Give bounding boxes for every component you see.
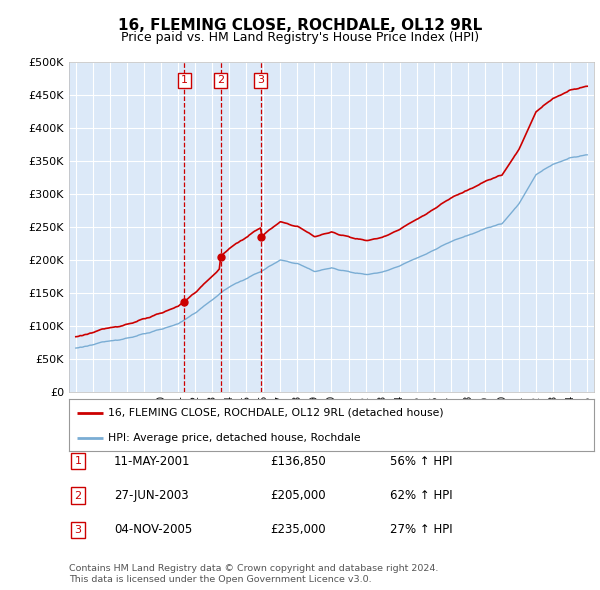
Text: 3: 3 xyxy=(74,525,82,535)
Text: £136,850: £136,850 xyxy=(270,455,326,468)
Text: 04-NOV-2005: 04-NOV-2005 xyxy=(114,523,192,536)
Text: This data is licensed under the Open Government Licence v3.0.: This data is licensed under the Open Gov… xyxy=(69,575,371,584)
Text: 27-JUN-2003: 27-JUN-2003 xyxy=(114,489,188,502)
Text: Price paid vs. HM Land Registry's House Price Index (HPI): Price paid vs. HM Land Registry's House … xyxy=(121,31,479,44)
Text: HPI: Average price, detached house, Rochdale: HPI: Average price, detached house, Roch… xyxy=(109,433,361,443)
Text: £235,000: £235,000 xyxy=(270,523,326,536)
Text: Contains HM Land Registry data © Crown copyright and database right 2024.: Contains HM Land Registry data © Crown c… xyxy=(69,565,439,573)
Text: 2: 2 xyxy=(74,491,82,500)
Text: 3: 3 xyxy=(257,76,264,86)
Text: 27% ↑ HPI: 27% ↑ HPI xyxy=(390,523,452,536)
Text: 16, FLEMING CLOSE, ROCHDALE, OL12 9RL (detached house): 16, FLEMING CLOSE, ROCHDALE, OL12 9RL (d… xyxy=(109,408,444,418)
Text: 1: 1 xyxy=(74,457,82,466)
Text: 56% ↑ HPI: 56% ↑ HPI xyxy=(390,455,452,468)
Text: 16, FLEMING CLOSE, ROCHDALE, OL12 9RL: 16, FLEMING CLOSE, ROCHDALE, OL12 9RL xyxy=(118,18,482,32)
Text: £205,000: £205,000 xyxy=(270,489,326,502)
Text: 1: 1 xyxy=(181,76,188,86)
Text: 11-MAY-2001: 11-MAY-2001 xyxy=(114,455,191,468)
Text: 2: 2 xyxy=(217,76,224,86)
Text: 62% ↑ HPI: 62% ↑ HPI xyxy=(390,489,452,502)
